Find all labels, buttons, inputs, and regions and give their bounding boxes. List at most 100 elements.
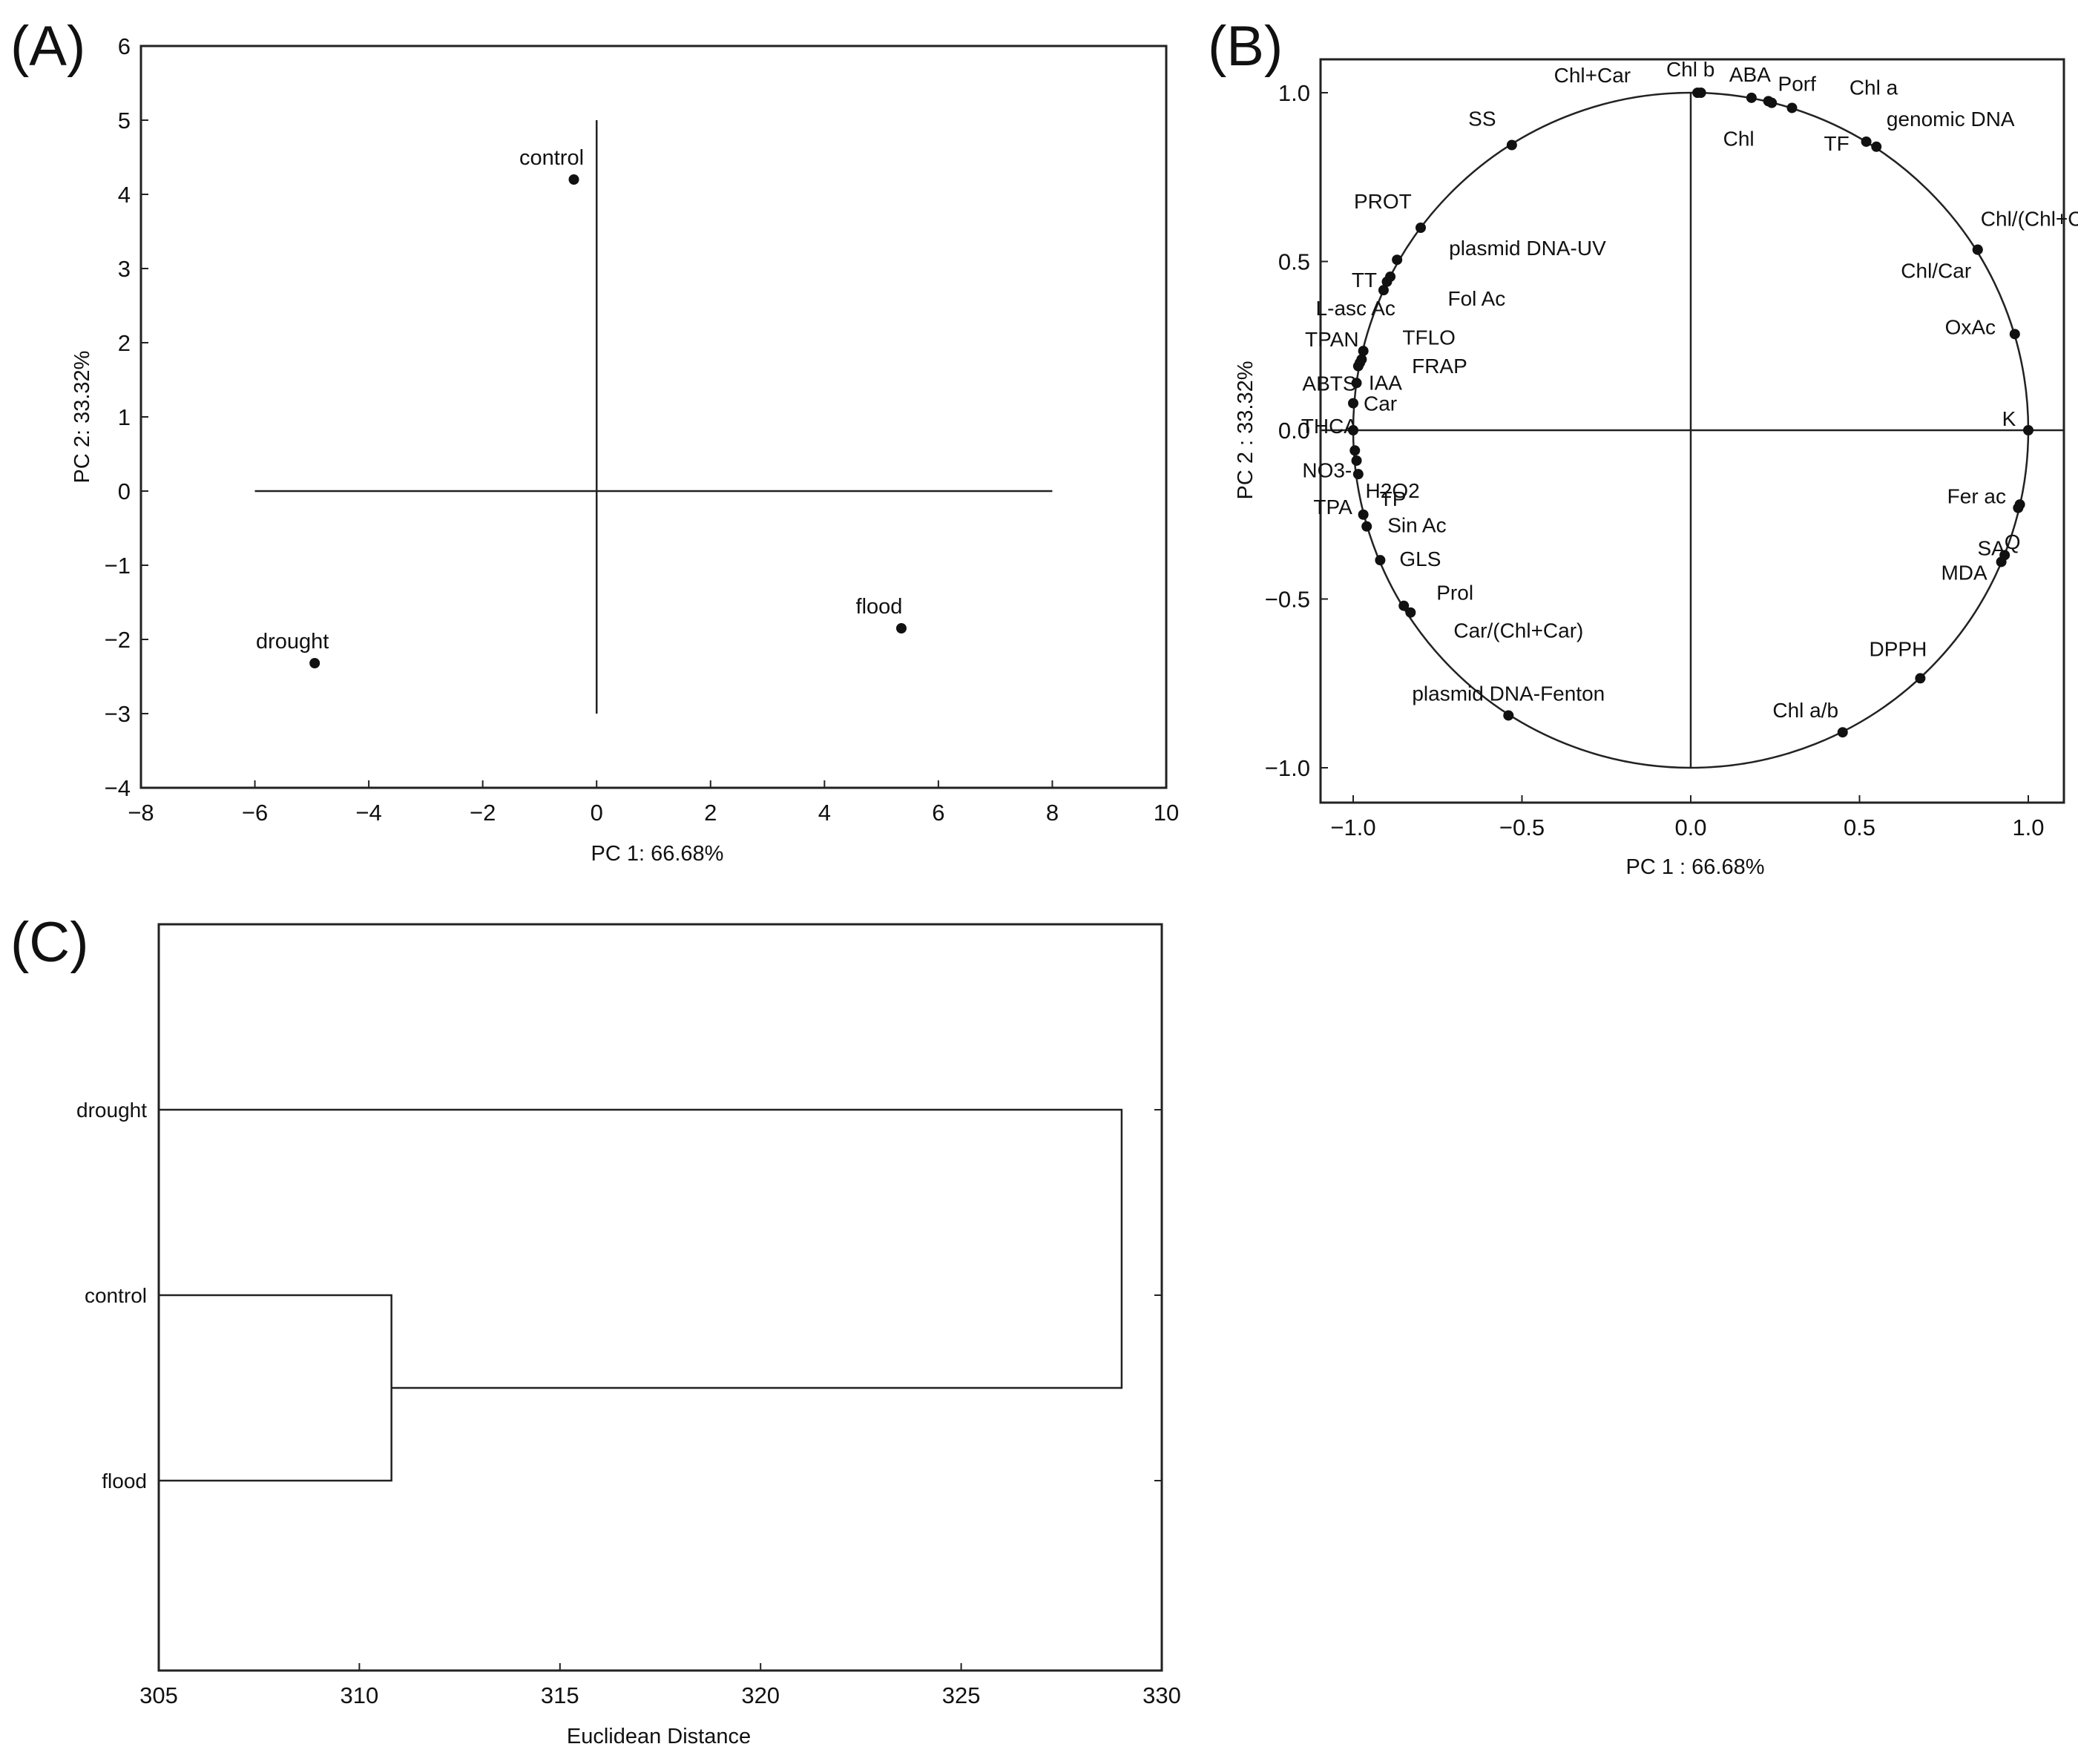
- panel-c-dendrogram: [159, 1108, 1123, 1482]
- panel-c-leaf-label-drought: drought: [76, 1099, 147, 1122]
- panel-b-point-MDA: [1996, 556, 2007, 567]
- panel-b-point-label-NO3-: NO3-: [1302, 458, 1352, 481]
- panel-b-point-label-SA: SA: [1977, 536, 2005, 559]
- panel-b-point-label-plasmid DNA-Fenton: plasmid DNA-Fenton: [1412, 682, 1605, 705]
- panel-b-point-plasmid DNA-UV: [1392, 254, 1403, 266]
- panel-c-frame: [157, 923, 1163, 1672]
- panel-b-point-Fer ac: [2013, 502, 2024, 513]
- panel-c-ticks: 305 310 315 320 325 330: [139, 1663, 1181, 1708]
- panel-b-point-L-asc Ac: [1378, 285, 1389, 296]
- panel-a-y-tick-label: −1: [105, 553, 131, 579]
- panel-b-correlation-circle: [1321, 91, 2064, 769]
- panel-a-x-axis-label: PC 1: 66.68%: [591, 842, 724, 866]
- panel-b-point-label-PROT: PROT: [1354, 190, 1412, 213]
- panel-a-points: control drought flood: [256, 146, 907, 668]
- panel-c-x-tick-label: 310: [341, 1682, 379, 1708]
- panel-b-point-label-K: K: [2002, 407, 2016, 430]
- panel-c-merge-drought: [159, 1108, 1123, 1389]
- panel-a-x-tick-label: −6: [242, 800, 268, 826]
- panel-b-point-label-Chl a/b: Chl a/b: [1772, 699, 1838, 722]
- panel-a-y-tick-label: 1: [118, 404, 131, 430]
- panel-b-point-label-Sin Ac: Sin Ac: [1387, 514, 1446, 537]
- panel-a-y-tick-label: 4: [118, 182, 131, 208]
- panel-b-point-label-Chl b: Chl b: [1666, 58, 1714, 81]
- panel-b-x-tick-label: 0.5: [1844, 814, 1875, 840]
- panel-a-y-tick-label: −2: [105, 627, 131, 653]
- panel-b-point-Chl a/b: [1837, 727, 1848, 738]
- panel-b-point-label-Fol Ac: Fol Ac: [1448, 287, 1506, 310]
- panel-a-y-tick-label: −4: [105, 775, 131, 801]
- panel-b-point-THCA: [1348, 425, 1358, 435]
- panel-a-point-control: [568, 174, 579, 185]
- panel-a-x-tick-label: 6: [932, 800, 944, 826]
- panel-b-point-label-TT: TT: [1352, 269, 1377, 292]
- panel-b-point-label-plasmid DNA-UV: plasmid DNA-UV: [1449, 237, 1606, 260]
- panel-b-point-Chl/Car: [1972, 244, 1983, 255]
- panel-c-x-tick-label: 315: [541, 1682, 579, 1708]
- panel-a-point-label-flood: flood: [856, 595, 903, 619]
- panel-a-point-drought: [309, 658, 320, 668]
- panel-b-point-label-MDA: MDA: [1941, 561, 1987, 584]
- panel-b-point-Car: [1348, 398, 1358, 409]
- panel-b-point-PROT: [1416, 223, 1426, 233]
- panel-b-point-label-Q: Q: [2005, 530, 2021, 553]
- panel-c-x-tick-label: 305: [139, 1682, 178, 1708]
- panel-b-point-TP: [1358, 509, 1369, 520]
- panel-b-point-label-FRAP: FRAP: [1412, 355, 1467, 378]
- panel-b-point-NO3-: [1349, 445, 1361, 456]
- panel-c-merge-control-flood: [159, 1294, 392, 1482]
- panel-a-x-tick-label: −2: [470, 800, 496, 826]
- panel-a-x-tick-label: 4: [818, 800, 831, 826]
- panel-a-y-tick-label: 5: [118, 108, 131, 134]
- panel-b-x-tick-label: −0.5: [1499, 814, 1545, 840]
- panel-b-point-label-ABTS: ABTS: [1302, 372, 1356, 395]
- panel-b-point-label-SS: SS: [1468, 108, 1496, 131]
- panel-a-x-tick-label: −4: [355, 800, 381, 826]
- panel-c-letter: (C): [10, 911, 89, 974]
- panel-a-x-tick-label: −8: [128, 800, 154, 826]
- panel-b-points: Chl+Car Chl b ABA Chl Porf Chl a TF genomic DNA…: [1301, 58, 2078, 738]
- panel-b-point-label-IAA: IAA: [1369, 372, 1402, 395]
- panel-b-point-IAA: [1352, 361, 1364, 372]
- panel-b-point-label-THCA: THCA: [1301, 415, 1358, 438]
- panel-b-point-Sin Ac: [1361, 521, 1372, 532]
- panel-b-point-label-OxAc: OxAc: [1945, 315, 1996, 338]
- panel-b-point-label-TF: TF: [1824, 132, 1849, 155]
- panel-b-point-TPA: [1352, 469, 1364, 480]
- panel-b-point-plasmid DNA-Fenton: [1503, 710, 1514, 721]
- panel-b-point-Fol Ac: [1381, 276, 1393, 287]
- panel-b-point-label-Prol: Prol: [1436, 582, 1473, 605]
- panel-b-point-label-Porf: Porf: [1778, 73, 1817, 96]
- panel-b-y-tick-label: 0.0: [1278, 418, 1310, 444]
- panel-b-ticks: −1.0 −0.5 0.0 0.5 1.0 1.0 0.5 0.0 −0.5 −1.0: [1265, 80, 2045, 840]
- panel-b-point-Prol: [1398, 600, 1410, 611]
- panel-b-point-OxAc: [2009, 329, 2020, 340]
- panel-b-y-tick-label: −1.0: [1265, 755, 1310, 781]
- panel-b-point-label-Car: Car: [1364, 392, 1397, 415]
- panel-b-point-SS: [1506, 139, 1517, 151]
- panel-b-point-Chl a: [1786, 102, 1798, 113]
- panel-b-point-GLS: [1375, 555, 1386, 566]
- panel-b-point-Car/(Chl+Car): [1405, 607, 1416, 618]
- panel-b-y-axis-label: PC 2 : 33.32%: [1234, 361, 1257, 500]
- panel-c-leaf-labels: drought control flood: [76, 1099, 1162, 1493]
- panel-a-x-tick-label: 10: [1154, 800, 1179, 826]
- panel-b-y-tick-label: 0.5: [1278, 249, 1310, 275]
- panel-c-leaf-label-flood: flood: [102, 1470, 147, 1493]
- panel-a-y-tick-label: −3: [105, 701, 131, 727]
- panel-a-x-tick-label: 8: [1046, 800, 1059, 826]
- panel-a-letter: (A): [10, 15, 85, 78]
- panel-b-point-TF: [1861, 136, 1872, 147]
- panel-a-x-tick-label: 2: [704, 800, 717, 826]
- panel-b-point-label-genomic DNA: genomic DNA: [1887, 108, 2015, 131]
- panel-b-point-K: [2023, 425, 2033, 435]
- panel-b-point-label-TFLO: TFLO: [1402, 326, 1456, 349]
- panel-b-point-label-Fer ac: Fer ac: [1947, 485, 2006, 508]
- panel-a-point-label-control: control: [519, 146, 584, 170]
- panel-a-y-tick-label: 2: [118, 330, 131, 356]
- panel-b-point-TPAN: [1358, 346, 1369, 357]
- panel-a-y-tick-label: 0: [118, 478, 131, 504]
